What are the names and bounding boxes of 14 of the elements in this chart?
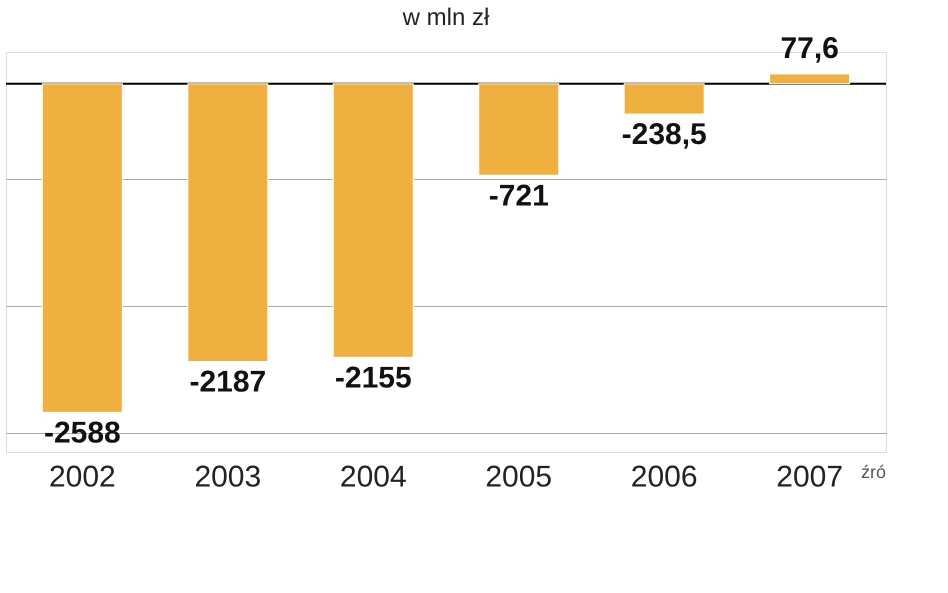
x-tick-label: 2003	[194, 460, 262, 494]
text: źró	[860, 462, 886, 482]
x-tick-label: 2007	[776, 460, 844, 494]
data-label: -2187	[189, 365, 266, 398]
x-tick-label: 2004	[340, 460, 407, 494]
data-label: 77,6	[780, 32, 839, 65]
data-label: -238,5	[622, 118, 707, 152]
x-tick-label: 2005	[485, 460, 552, 494]
data-label: -2588	[44, 416, 121, 450]
data-label: -721	[488, 179, 549, 212]
x-tick-label: 2006	[630, 460, 698, 494]
x-tick-label: 2002	[48, 460, 116, 494]
data-label: -2155	[334, 361, 412, 394]
chart-title: w mln zł	[402, 4, 490, 31]
